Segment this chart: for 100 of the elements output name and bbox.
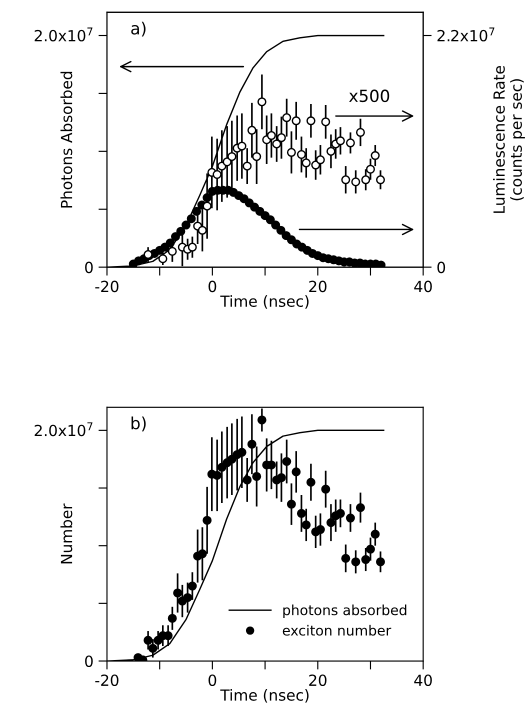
point: [366, 544, 375, 554]
point: [302, 520, 311, 530]
point: [247, 126, 256, 135]
x-tick-label: 40: [414, 674, 432, 686]
point: [198, 226, 207, 235]
point: [306, 116, 316, 126]
point: [170, 232, 180, 242]
point: [266, 131, 276, 140]
point: [336, 508, 345, 518]
point: [173, 588, 182, 598]
point: [176, 226, 186, 236]
point: [282, 456, 292, 466]
x-axis-title: Time (nsec): [220, 295, 309, 309]
point: [237, 142, 246, 151]
y-tick-label: 2.0x10$^{7}$: [34, 422, 92, 436]
y-axis-title: Photons Absorbed: [60, 72, 72, 208]
point: [252, 472, 262, 481]
point: [316, 525, 325, 534]
x-tick-label: 40: [414, 280, 432, 292]
point: [168, 246, 177, 256]
point: [144, 636, 153, 645]
point: [351, 557, 360, 566]
point: [341, 175, 350, 184]
point: [247, 440, 256, 449]
point: [212, 470, 222, 480]
point: [306, 478, 316, 487]
point: [168, 614, 177, 623]
annotation: x500: [349, 90, 390, 102]
point: [361, 175, 370, 184]
x-tick-label: -20: [95, 674, 118, 686]
point: [356, 128, 365, 137]
point: [292, 467, 301, 476]
point: [346, 138, 355, 148]
point: [370, 151, 380, 160]
point: [321, 484, 330, 494]
point: [282, 113, 292, 122]
point: [166, 238, 175, 248]
point: [292, 116, 301, 126]
y-tick-label: 2.0x10$^{7}$: [34, 28, 92, 42]
point: [276, 133, 286, 142]
point: [296, 150, 306, 159]
point: [276, 473, 286, 482]
point: [356, 503, 365, 512]
point: [242, 162, 252, 171]
point: [148, 644, 158, 653]
x-tick-label: -20: [95, 280, 118, 292]
point: [336, 136, 345, 146]
x-tick-label: 0: [208, 674, 216, 686]
y-axis-title: Number: [60, 503, 72, 564]
point: [321, 117, 330, 126]
annotation: b): [132, 416, 146, 432]
y2-tick-label: 2.2x10$^{7}$: [437, 28, 494, 42]
point: [188, 582, 197, 591]
legend-label: exciton number: [282, 624, 392, 636]
point: [237, 448, 246, 457]
point: [276, 226, 286, 235]
point: [202, 193, 212, 202]
point: [370, 530, 380, 539]
legend-label: photons absorbed: [283, 604, 406, 618]
point: [202, 202, 212, 211]
x-tick-label: 0: [208, 280, 216, 292]
point: [192, 206, 202, 216]
point: [326, 146, 336, 156]
point: [158, 254, 168, 264]
point: [183, 593, 192, 602]
point: [252, 152, 262, 162]
point: [188, 242, 197, 252]
point: [366, 164, 375, 174]
point: [302, 158, 311, 168]
point: [242, 475, 252, 484]
point: [286, 500, 296, 509]
x-tick-label: 20: [309, 280, 326, 292]
point: [341, 554, 350, 563]
y-tick-label: 0: [85, 262, 93, 274]
point: [202, 516, 212, 525]
point: [376, 175, 385, 184]
point: [182, 220, 191, 230]
point: [316, 155, 325, 164]
point: [376, 557, 385, 566]
annotation: a): [131, 22, 146, 37]
point: [296, 508, 306, 518]
point: [212, 170, 222, 180]
point: [271, 220, 280, 230]
point: [257, 415, 266, 424]
point: [286, 148, 296, 157]
point: [227, 152, 236, 162]
point: [198, 549, 207, 558]
point: [311, 160, 320, 170]
point: [186, 214, 196, 224]
x-axis-title: Time (nsec): [220, 689, 309, 703]
y2-tick-label: 0: [437, 262, 446, 274]
x-tick-label: 20: [309, 674, 326, 686]
point: [351, 177, 360, 186]
y-tick-label: 0: [85, 655, 93, 668]
point: [361, 555, 370, 564]
point: [346, 514, 355, 523]
point: [266, 215, 275, 224]
y2-axis-title: Luminescence Rate (counts per sec): [493, 66, 525, 213]
point: [326, 518, 336, 528]
point: [272, 139, 282, 148]
